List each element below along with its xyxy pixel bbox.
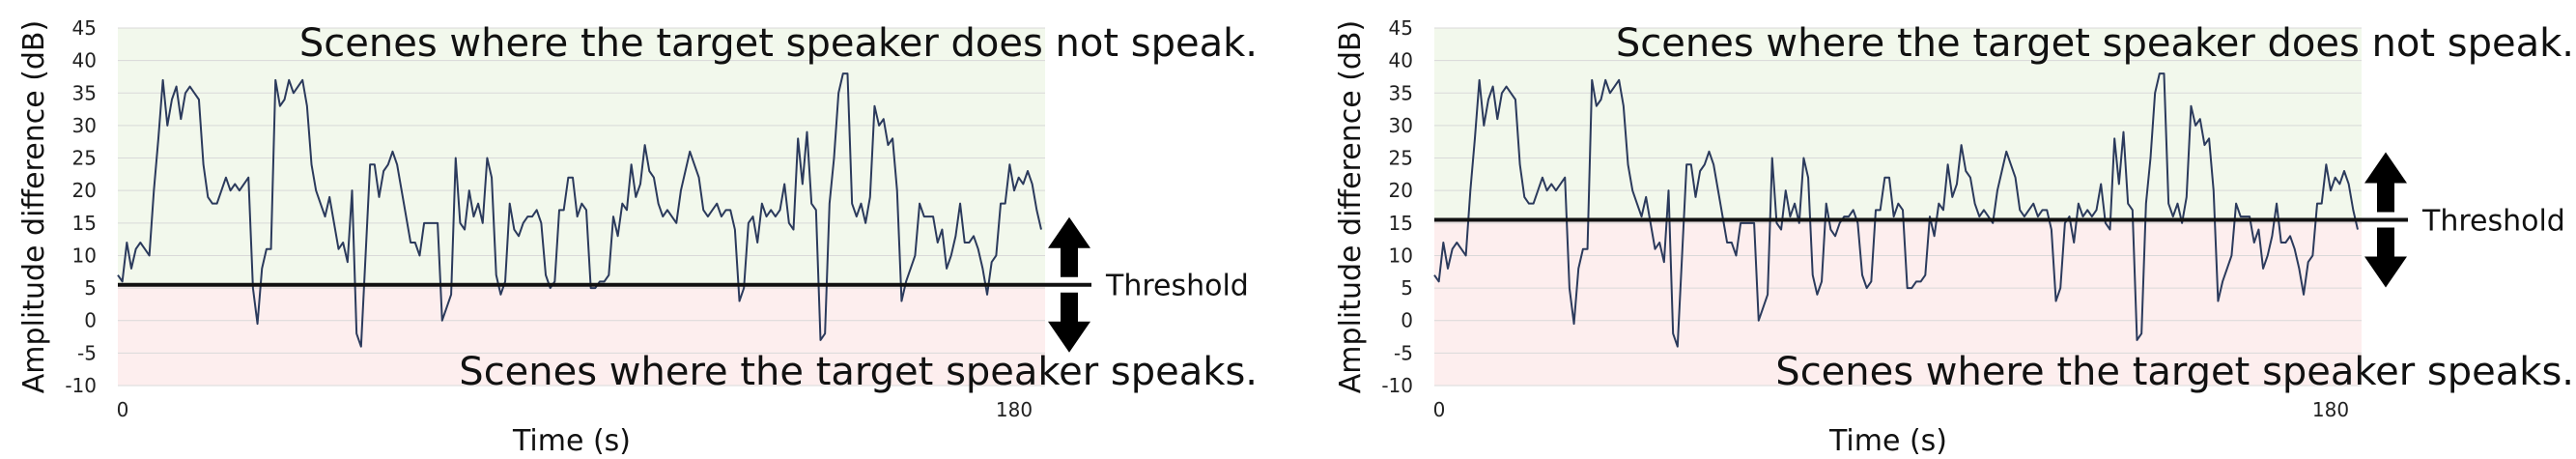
y-tick-label: 40 [72,49,97,72]
y-axis-title: Amplitude difference (dB) [1334,20,1368,393]
y-tick-label: 25 [1389,147,1413,170]
y-tick-label: 35 [72,81,97,104]
y-axis-title-group: Amplitude difference (dB) [1334,20,1368,393]
y-tick-label: 30 [1389,114,1413,137]
y-tick-label: 45 [1389,16,1413,40]
x-axis-title: Time (s) [512,424,631,458]
y-tick-label: 15 [1389,212,1413,235]
region-speaking [1434,219,2362,386]
annotation-not-speaking: Scenes where the target speaker does not… [299,21,1258,66]
y-tick-label: 35 [1389,81,1413,104]
threshold-label: Threshold [2421,204,2565,238]
y-tick-label: 45 [72,16,97,40]
y-tick-label: 15 [72,212,97,235]
y-tick-label: 25 [72,147,97,170]
annotation-speaking: Scenes where the target speaker speaks. [1775,350,2574,394]
y-axis-title-group: Amplitude difference (dB) [17,20,51,393]
annotation-speaking: Scenes where the target speaker speaks. [459,350,1258,394]
y-tick-label: -10 [65,374,97,397]
arrow-up-icon [2364,152,2407,213]
chart-panel-right: -10 -5 0 5 10 15 20 25 30 35 40 45 0 180 Time (s) Ampli… [1334,16,2574,458]
y-tick-label: -10 [1381,374,1413,397]
chart-panel-left: -10 -5 0 5 10 15 20 25 30 35 40 45 0 180 Time (s) Ampli… [17,16,1258,458]
x-tick-label: 180 [996,398,1033,421]
region-speaking [118,284,1045,386]
y-tick-label: -5 [1394,341,1413,364]
data-series-line [117,72,1042,348]
y-tick-label: 10 [72,244,97,267]
x-tick-label: 180 [2312,398,2349,421]
y-tick-label: 5 [1401,276,1413,300]
y-tick-label: 5 [84,276,97,300]
y-axis-title: Amplitude difference (dB) [17,20,51,393]
y-tick-label: 20 [1389,179,1413,202]
threshold-label: Threshold [1105,270,1249,303]
x-axis-title: Time (s) [1828,424,1947,458]
y-tick-label: -5 [77,341,97,364]
y-tick-label: 30 [72,114,97,137]
arrow-down-icon [1048,292,1090,353]
y-tick-label: 20 [72,179,97,202]
y-tick-label: 10 [1389,244,1413,267]
y-tick-label: 0 [1401,309,1413,332]
y-tick-label: 40 [1389,49,1413,72]
arrow-down-icon [2364,227,2407,288]
y-tick-label: 0 [84,309,97,332]
region-not-speaking [118,28,1045,285]
x-tick-label: 0 [117,398,129,421]
annotation-not-speaking: Scenes where the target speaker does not… [1616,21,2574,66]
x-tick-label: 0 [1433,398,1446,421]
arrow-up-icon [1048,216,1090,277]
